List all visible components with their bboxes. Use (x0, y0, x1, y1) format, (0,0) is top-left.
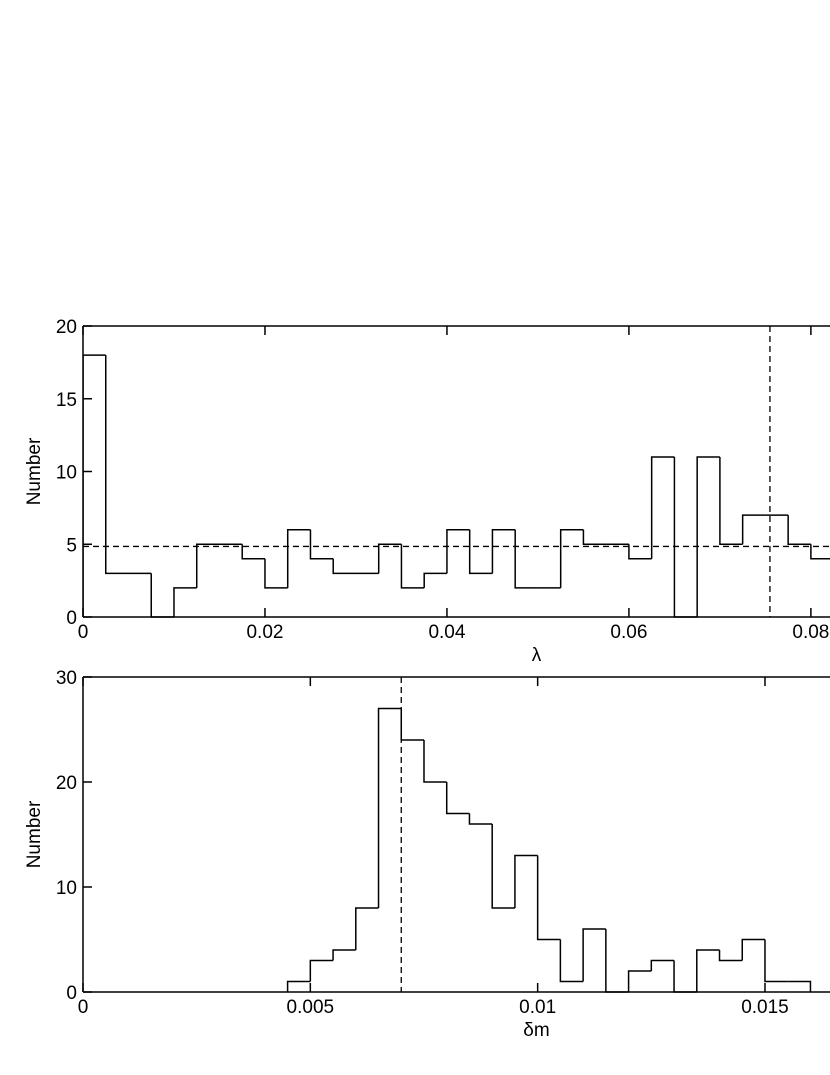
histogram-bin (355, 907, 379, 950)
histogram-bin (719, 456, 743, 545)
histogram-bin (787, 515, 811, 545)
histogram-bin (445, 782, 470, 815)
histogram-bin (559, 939, 584, 983)
histogram-bin (787, 980, 812, 992)
histogram-bin (423, 572, 447, 588)
histogram-bin (696, 456, 720, 617)
histogram-bin (332, 949, 356, 961)
histogram-bin (423, 740, 447, 783)
histogram-bin (309, 529, 334, 560)
y-tick-label: 10 (56, 878, 77, 899)
histogram-bin (741, 938, 765, 961)
histogram-bin (377, 707, 402, 908)
histogram-bin (241, 544, 265, 560)
histogram-bin (718, 950, 743, 962)
histogram-bin (195, 543, 220, 588)
x-tick-label: 0.015 (741, 997, 789, 1018)
histogram-bin (332, 558, 356, 575)
histogram-bin (83, 354, 106, 617)
plot-area (83, 326, 830, 618)
histogram-bin (400, 708, 424, 741)
y-axis-label: Number (24, 800, 45, 868)
x-tick-label: 0.005 (287, 997, 335, 1018)
y-tick-label: 0 (66, 608, 77, 629)
y-tick-label: 10 (56, 463, 77, 484)
histogram-bin (627, 970, 652, 992)
y-tick-label: 0 (66, 983, 77, 1004)
histogram-bin (605, 929, 629, 993)
histogram-bin (536, 855, 561, 941)
histogram-bin (173, 587, 197, 617)
histogram-bin (741, 514, 766, 545)
histogram-bin (309, 959, 334, 982)
x-tick-label: 0 (78, 622, 89, 643)
histogram-bin (582, 928, 606, 982)
histogram-bin (468, 813, 493, 825)
x-tick-label: 0.01 (519, 997, 556, 1018)
y-tick-label: 20 (56, 317, 77, 338)
y-tick-label: 20 (56, 773, 77, 794)
y-axis-label: Number (24, 437, 45, 505)
histogram-bin (491, 824, 515, 909)
histogram-bin (377, 543, 402, 574)
histogram-bin (514, 854, 538, 908)
x-tick-label: 0.02 (246, 622, 283, 643)
histogram-bin (696, 949, 720, 992)
histogram-bin (491, 528, 516, 574)
histogram-bin (468, 529, 493, 575)
histogram-bin (764, 939, 788, 983)
y-tick-label: 30 (56, 668, 77, 689)
histogram-bin (810, 544, 830, 560)
histogram-bin (446, 528, 470, 574)
histogram-bin (400, 544, 425, 589)
histogram-bin (673, 960, 697, 993)
histogram-bin (650, 456, 675, 559)
histogram-bin (264, 558, 288, 589)
x-tick-label: 0.08 (792, 622, 829, 643)
histogram-bin (514, 529, 538, 589)
x-axis-label: δm (523, 1020, 549, 1041)
histogram-bin (104, 355, 129, 575)
histogram-panel: 0 0.005 0.01 0.015 0 10 20 30 δm Number (24, 668, 830, 1041)
x-tick-label: 0.04 (428, 622, 465, 643)
histogram-bin (559, 528, 584, 588)
histogram-panel: 0 0.02 0.04 0.06 0.08 0 5 10 15 20 λ Number (24, 317, 830, 666)
x-tick-label: 0.06 (610, 622, 647, 643)
y-tick-label: 15 (56, 390, 77, 411)
histogram-bin (650, 959, 675, 971)
histogram-bin (150, 573, 174, 618)
histogram-bin (582, 529, 607, 545)
histogram-bin (628, 544, 652, 560)
histogram-bin (286, 528, 311, 588)
x-axis-label: λ (532, 645, 542, 666)
x-tick-label: 0 (78, 997, 89, 1018)
plot-area (286, 677, 812, 993)
histogram-bin (286, 980, 311, 992)
y-tick-label: 5 (66, 535, 77, 556)
histogram-bin (673, 456, 698, 618)
